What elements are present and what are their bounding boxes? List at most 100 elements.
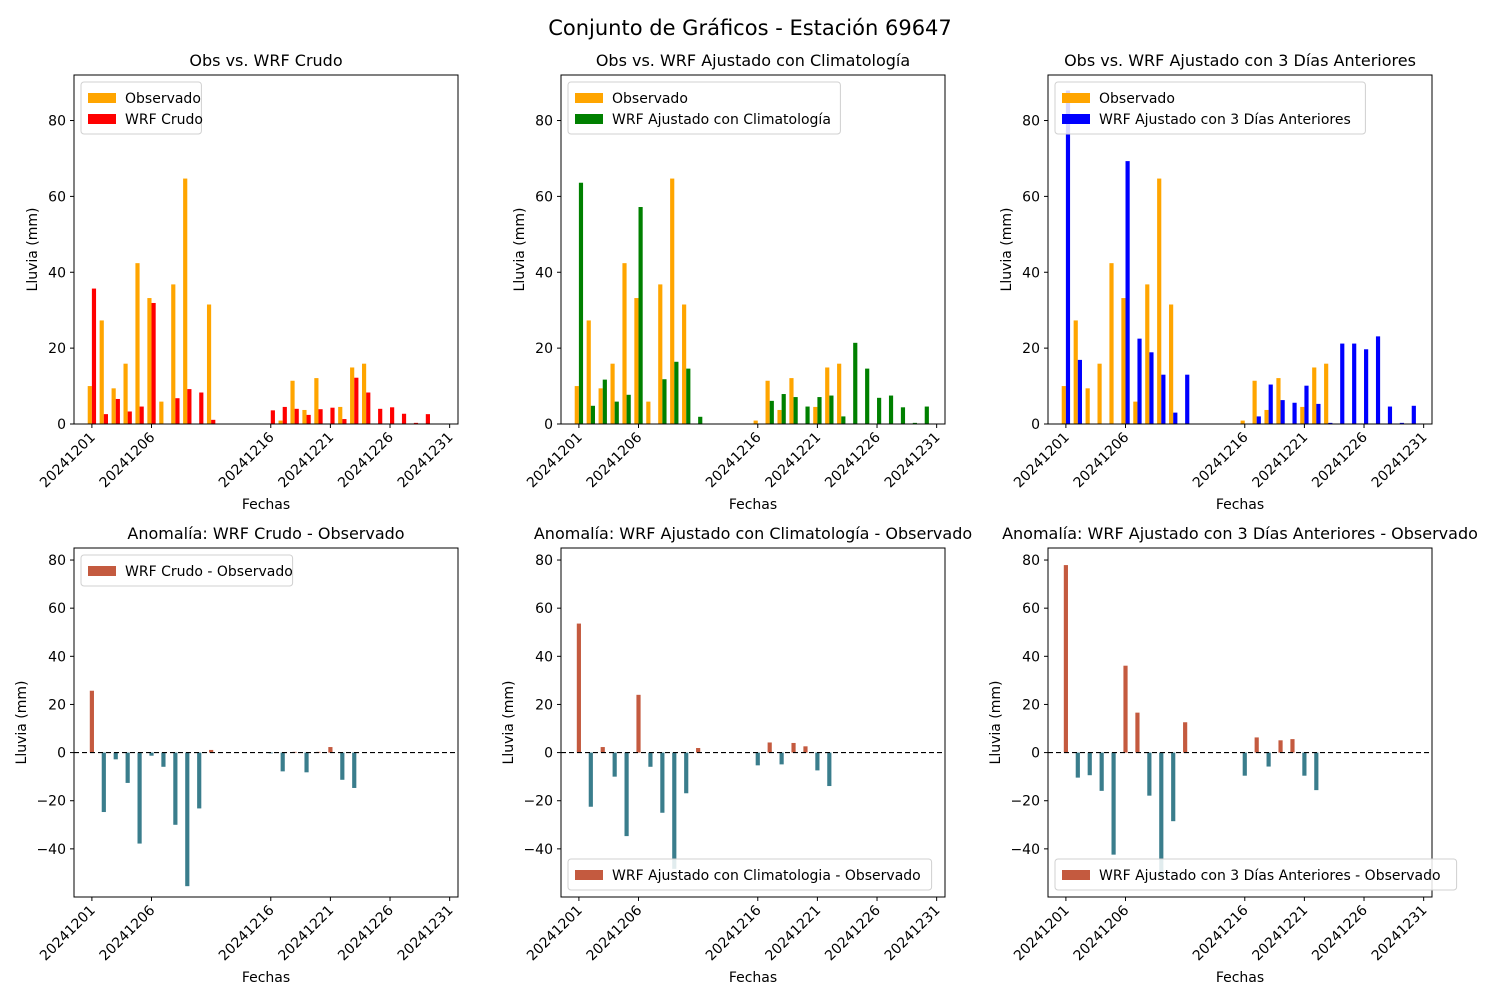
bar-modelo <box>413 422 419 424</box>
bar-observado <box>777 409 782 424</box>
legend-label: WRF Crudo - Observado <box>125 564 293 580</box>
bar-modelo <box>139 406 144 424</box>
x-tick-label: 20241221 <box>1250 430 1312 492</box>
anomaly-bar <box>803 746 808 753</box>
anomaly-bar <box>113 752 118 760</box>
bar-modelo <box>912 422 917 424</box>
y-tick-label: 80 <box>535 114 553 130</box>
axes-frame <box>560 74 946 425</box>
y-tick-label: 60 <box>1022 189 1040 205</box>
anomaly-bar <box>1290 739 1295 753</box>
y-axis-label: Lluvia (mm) <box>999 208 1015 292</box>
bar-modelo <box>187 389 192 424</box>
anomaly-bar <box>197 752 202 809</box>
anomaly-bar <box>1111 752 1116 855</box>
y-axis-label: Lluvia (mm) <box>988 681 1004 765</box>
figure-title: Conjunto de Gráficos - Estación 69647 <box>548 16 952 40</box>
anomaly-bar <box>827 752 832 787</box>
anomaly-bar <box>684 752 689 794</box>
y-tick-label: 20 <box>1022 697 1040 713</box>
y-tick-label: 0 <box>57 746 66 762</box>
y-tick-label: 40 <box>535 265 553 281</box>
bar-modelo <box>590 405 595 424</box>
bar-modelo <box>127 411 132 424</box>
anomaly-bar <box>624 752 629 837</box>
x-axis-label: Fechas <box>729 970 777 986</box>
legend-label: Observado <box>1099 91 1175 107</box>
anomaly-bar <box>137 752 142 844</box>
anomaly-bar <box>161 752 166 767</box>
bar-modelo <box>614 401 619 424</box>
anomaly-bar <box>125 752 130 783</box>
bar-modelo <box>306 414 311 424</box>
bar-modelo <box>354 377 359 424</box>
bar-modelo <box>1340 343 1345 424</box>
bar-modelo <box>865 368 870 424</box>
x-tick-label: 20241216 <box>703 429 765 491</box>
axes-frame <box>1047 547 1433 898</box>
x-tick-label: 20241231 <box>1369 430 1431 492</box>
anomaly-bar <box>1183 722 1188 753</box>
y-tick-label: −40 <box>36 842 66 858</box>
anomaly-bar <box>1087 752 1092 776</box>
bar-observado <box>646 401 651 424</box>
legend-box <box>567 858 933 891</box>
legend: Observado WRF Crudo <box>80 81 203 135</box>
anomaly-bar <box>328 747 333 753</box>
anomaly-bar <box>1302 752 1307 776</box>
x-tick-label: 20241231 <box>395 903 457 965</box>
y-tick-label: 0 <box>1031 746 1040 762</box>
legend: WRF Ajustado con 3 Días Anteriores - Obs… <box>1054 858 1458 891</box>
legend-swatch <box>1062 870 1090 880</box>
x-tick-label: 20241221 <box>276 430 338 492</box>
bar-modelo <box>366 392 371 424</box>
bar-observado <box>1061 386 1066 424</box>
bar-observado <box>1097 363 1102 424</box>
bar-modelo <box>1316 403 1321 424</box>
bar-modelo <box>793 397 798 424</box>
bar-observado <box>1145 284 1150 424</box>
bar-observado <box>1252 380 1257 424</box>
bar-modelo <box>817 397 822 424</box>
anomaly-bar <box>588 752 593 807</box>
anomaly-bar <box>767 742 772 753</box>
x-tick-label: 20241221 <box>763 903 825 965</box>
bar-modelo <box>698 416 703 424</box>
anomaly-bar <box>173 752 178 825</box>
y-tick-label: 40 <box>48 265 66 281</box>
bar-modelo <box>1137 338 1142 424</box>
bar-modelo <box>841 416 846 424</box>
chart-anom-3dias: Anomalía: WRF Ajustado con 3 Días Anteri… <box>988 524 1478 986</box>
bar-modelo <box>1292 402 1297 424</box>
bar-observado <box>598 388 603 424</box>
bar-observado <box>171 284 176 424</box>
bar-observado <box>586 320 591 424</box>
anomaly-bar <box>1266 752 1271 767</box>
x-tick-label: 20241201 <box>1011 430 1073 492</box>
x-tick-label: 20241216 <box>1190 429 1252 491</box>
bar-modelo <box>1280 400 1285 424</box>
bar-observado <box>1324 363 1329 424</box>
bar-observado <box>574 386 579 424</box>
bar-modelo <box>270 410 275 424</box>
bar-modelo <box>1352 343 1357 424</box>
bar-modelo <box>151 302 156 424</box>
x-tick-label: 20241226 <box>1309 902 1371 964</box>
bar-observado <box>302 409 307 424</box>
chart-obs-vs-clim: Obs vs. WRF Ajustado con Climatología020… <box>512 51 946 513</box>
bar-observado <box>634 298 639 424</box>
bar-modelo <box>1065 90 1071 425</box>
y-tick-label: 80 <box>48 114 66 130</box>
bar-observado <box>1300 406 1305 424</box>
anomaly-bar <box>1242 752 1247 776</box>
x-tick-label: 20241231 <box>395 430 457 492</box>
anomaly-bar <box>1123 665 1128 753</box>
y-tick-label: 80 <box>1022 553 1040 569</box>
bar-modelo <box>1399 422 1404 424</box>
chart-title: Anomalía: WRF Ajustado con Climatología … <box>534 524 972 543</box>
anomaly-bar <box>576 623 581 753</box>
legend: Observado WRF Ajustado con Climatología <box>567 81 841 135</box>
y-tick-label: 40 <box>535 649 553 665</box>
bar-modelo <box>829 395 834 424</box>
